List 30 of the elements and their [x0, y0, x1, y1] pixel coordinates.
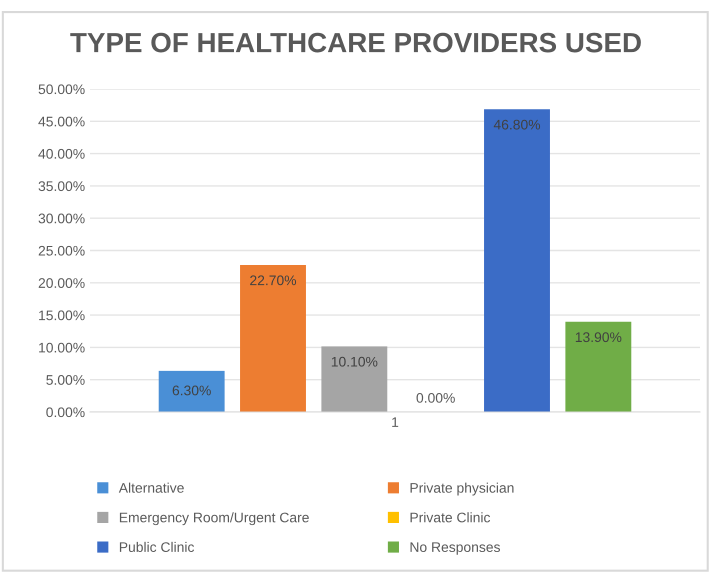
x-tick-label: 1: [392, 417, 398, 427]
data-label: 6.30%: [172, 386, 211, 396]
bar: [565, 322, 632, 412]
legend-label: Private physician: [410, 482, 514, 496]
bar: [240, 264, 306, 412]
y-tick-label: 20.00%: [38, 278, 85, 288]
y-tick-label: 45.00%: [38, 116, 85, 126]
y-tick-label: 0.00%: [46, 407, 85, 418]
legend-label: Alternative: [118, 482, 184, 493]
y-tick-label: 50.00%: [38, 84, 85, 94]
data-label: 0.00%: [416, 392, 455, 403]
bar: [484, 109, 550, 412]
legend-label: No Responses: [410, 542, 500, 555]
y-tick-label: 25.00%: [38, 246, 85, 256]
data-label: 10.10%: [332, 356, 378, 367]
data-label: 22.70%: [250, 275, 296, 286]
data-label: 13.90%: [576, 332, 622, 342]
y-tick-label: 40.00%: [38, 148, 85, 159]
legend-label: Public Clinic: [120, 542, 194, 552]
y-tick-label: 15.00%: [39, 310, 85, 320]
y-tick-label: 5.00%: [46, 375, 85, 385]
y-tick-label: 10.00%: [39, 342, 85, 353]
y-tick-label: 35.00%: [38, 181, 85, 192]
legend-label: Emergency Room/Urgent Care: [120, 512, 309, 526]
bar: [158, 370, 225, 412]
y-tick-label: 30.00%: [38, 214, 85, 224]
data-label: 46.80%: [494, 120, 540, 130]
chart-title: TYPE OF HEALTHCARE PROVIDERS USED: [70, 32, 641, 52]
bar: [321, 346, 388, 412]
legend-label: Private Clinic: [410, 512, 490, 522]
